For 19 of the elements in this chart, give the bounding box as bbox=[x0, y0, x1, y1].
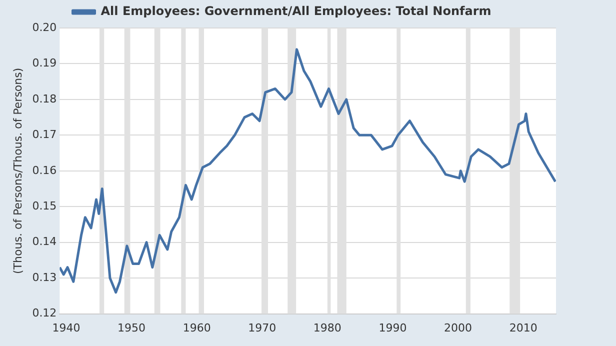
x-tick-label: 1960 bbox=[182, 321, 211, 334]
x-tick-label: 2000 bbox=[444, 321, 472, 334]
y-tick-label: 0.18 bbox=[32, 92, 57, 106]
x-tick-label: 1970 bbox=[248, 321, 276, 334]
y-tick-label: 0.20 bbox=[32, 20, 57, 34]
y-tick-label: 0.12 bbox=[32, 306, 57, 320]
y-tick-label: 0.17 bbox=[32, 128, 57, 142]
y-tick-label: 0.15 bbox=[32, 199, 57, 212]
x-tick-label: 1980 bbox=[313, 321, 342, 334]
y-tick-label: 0.13 bbox=[32, 270, 57, 284]
y-tick-label: 0.19 bbox=[32, 56, 57, 70]
x-tick-label: 1940 bbox=[52, 321, 80, 334]
x-tick-label: 1950 bbox=[118, 321, 146, 334]
y-tick-label: 0.14 bbox=[32, 235, 57, 248]
x-tick-label: 1990 bbox=[378, 321, 407, 334]
x-tick-label: 2010 bbox=[509, 321, 538, 334]
y-axis-title: (Thous. of Persons/Thous. of Persons) bbox=[11, 68, 24, 274]
legend-label: All Employees: Government/All Employees: Total Nonfarm bbox=[100, 4, 492, 18]
y-tick-label: 0.16 bbox=[32, 164, 57, 177]
